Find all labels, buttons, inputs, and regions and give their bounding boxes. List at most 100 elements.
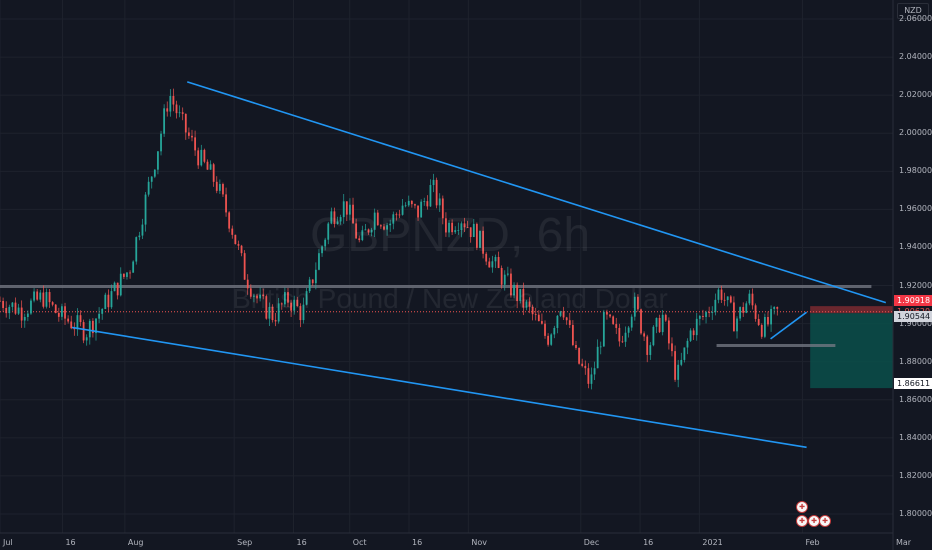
candle-body xyxy=(544,323,546,336)
candle-body xyxy=(141,224,144,236)
candle-body xyxy=(726,296,729,301)
news-flag-icon[interactable]: ✚ xyxy=(796,501,808,513)
price-tick-label: 2.06000 xyxy=(899,14,932,24)
candle-body xyxy=(160,133,162,152)
candle-body xyxy=(562,311,565,318)
candle-body xyxy=(82,322,85,341)
candle-body xyxy=(330,211,333,224)
candle-body xyxy=(519,288,522,302)
grid-layer xyxy=(0,0,894,533)
candle-body xyxy=(119,273,122,296)
candle-body xyxy=(469,227,472,238)
candle-body xyxy=(228,212,231,229)
trend-line[interactable] xyxy=(770,311,808,340)
candle-body xyxy=(568,320,571,325)
candle-body xyxy=(389,223,392,226)
candle-body xyxy=(287,292,289,303)
time-tick-label: Dec xyxy=(583,538,600,547)
candle-body xyxy=(76,315,79,330)
position-zones xyxy=(810,306,893,389)
candle-body xyxy=(438,198,441,206)
candle-body xyxy=(457,230,460,231)
candle-body xyxy=(689,330,692,341)
price-tick-label: 1.82000 xyxy=(899,470,932,480)
news-flag-icon[interactable]: ✚ xyxy=(819,515,831,527)
trend-line[interactable] xyxy=(71,326,807,449)
candle-body xyxy=(39,292,42,300)
candle-body xyxy=(383,226,385,230)
candle-body xyxy=(85,337,88,341)
candle-body xyxy=(70,321,73,329)
currency-label[interactable]: NZD xyxy=(897,3,929,19)
candle-body xyxy=(203,149,206,162)
candle-body xyxy=(748,293,751,304)
candle-body xyxy=(73,328,76,330)
candle-body xyxy=(479,230,481,248)
candle-body xyxy=(67,318,70,322)
candle-body xyxy=(661,314,664,333)
candle-body xyxy=(692,330,695,336)
horizontal-levels xyxy=(0,284,893,347)
stop-loss-zone xyxy=(810,306,893,314)
time-tick-label: Sep xyxy=(237,538,253,547)
candle-body xyxy=(695,318,698,336)
time-tick-label: Jul xyxy=(3,538,13,547)
candle-body xyxy=(677,364,680,380)
candle-body xyxy=(435,179,438,206)
candle-body xyxy=(302,304,305,321)
candle-body xyxy=(664,314,667,321)
candle-body xyxy=(637,296,639,310)
candle-body xyxy=(767,316,769,325)
candle-body xyxy=(206,161,209,170)
candle-body xyxy=(122,273,125,277)
candle-body xyxy=(606,311,608,315)
candle-body xyxy=(488,261,491,268)
candle-body xyxy=(571,324,574,345)
candle-body xyxy=(225,194,227,213)
candle-body xyxy=(268,306,271,319)
candle-body xyxy=(336,221,339,225)
candle-body xyxy=(575,344,577,348)
candle-body xyxy=(578,347,580,364)
candle-body xyxy=(274,320,277,322)
candle-body xyxy=(333,211,336,225)
price-tick-label: 2.00000 xyxy=(899,128,932,138)
price-tag-entry: 1.90544 xyxy=(894,311,932,323)
candle-body xyxy=(510,273,512,296)
candle-body xyxy=(163,108,166,134)
candle-body xyxy=(698,315,701,319)
candle-body xyxy=(770,308,772,325)
candle-body xyxy=(717,289,720,300)
candle-body xyxy=(262,294,265,297)
candle-body xyxy=(410,200,413,205)
time-tick-label: Aug xyxy=(127,538,144,547)
candle-body xyxy=(720,289,723,300)
news-flag-icon[interactable]: ✚ xyxy=(796,515,808,527)
price-tick-label: 1.96000 xyxy=(899,204,932,214)
candle-body xyxy=(584,365,587,369)
candle-body xyxy=(11,302,14,307)
candle-body xyxy=(482,230,484,254)
candle-body xyxy=(683,347,686,360)
candle-body xyxy=(157,151,159,170)
symbol-watermark: GBPNZD, 6h xyxy=(309,209,591,262)
candle-body xyxy=(243,253,246,280)
time-tick-label: 16 xyxy=(412,538,423,547)
candle-body xyxy=(30,300,32,314)
time-tick-label: Feb xyxy=(805,538,820,547)
candle-body xyxy=(429,185,432,207)
candle-body xyxy=(500,267,503,285)
price-tick-label: 1.84000 xyxy=(899,432,932,442)
candle-body xyxy=(61,306,63,317)
candle-body xyxy=(218,184,221,191)
candle-body xyxy=(680,359,683,365)
candle-body xyxy=(667,320,670,344)
candle-body xyxy=(361,230,364,241)
candle-body xyxy=(321,246,323,254)
candle-body xyxy=(531,306,534,315)
trend-line[interactable] xyxy=(187,81,887,304)
candle-body xyxy=(404,205,407,207)
candle-body xyxy=(702,315,704,317)
